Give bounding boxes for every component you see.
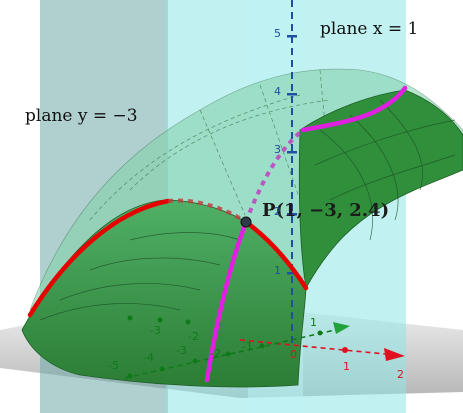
plane-x-label: plane x = 1 [320, 19, 419, 39]
z-tick-5: 5 [274, 27, 281, 40]
x-axis-line [239, 339, 386, 355]
plane-y-label: plane y = −3 [25, 106, 138, 126]
z-tick-3: 3 [274, 143, 281, 156]
y-axis-arrow [333, 322, 350, 334]
point-p-label: P(1, −3, 2.4) [262, 200, 390, 221]
curve-y-minus-3-right [243, 219, 309, 291]
y-axis-ticks [127, 330, 323, 379]
z-tick-2: 2 [274, 205, 281, 218]
z-tick-4: 4 [274, 85, 281, 98]
x-axis-arrow [384, 348, 405, 361]
y-back-tick-minus-3: -3 [150, 324, 161, 337]
y-axis-back-ticks [127, 315, 221, 327]
y-back-tick-minus-2: -2 [188, 330, 199, 343]
curve-x-1-front [204, 219, 249, 383]
y-tick-minus-5: -5 [108, 359, 119, 372]
x-tick-2: 2 [397, 368, 404, 381]
curve-y-minus-3-hidden [167, 198, 248, 224]
curve-y-minus-3-front [27, 198, 171, 318]
y-tick-minus-3: -3 [176, 344, 187, 357]
x-axis-tick-1 [342, 347, 348, 353]
curve-x-1-top [300, 85, 408, 133]
surface-grid-lines [39, 99, 456, 321]
y-tick-minus-4: -4 [143, 351, 154, 364]
z-tick-1: 1 [274, 264, 281, 277]
surface-back-grid [89, 69, 331, 221]
x-tick-0: 0 [290, 348, 297, 361]
z-axis-ticks [287, 35, 297, 275]
x-tick-1: 1 [343, 360, 350, 373]
surface-right-wing [298, 89, 463, 290]
y-tick-minus-2: -2 [210, 347, 221, 360]
y-tick-plus-1: 1 [310, 316, 317, 329]
point-p-marker[interactable] [240, 216, 252, 228]
y-tick-minus-1: -1 [242, 340, 253, 353]
curve-x-1-hidden [244, 128, 305, 223]
